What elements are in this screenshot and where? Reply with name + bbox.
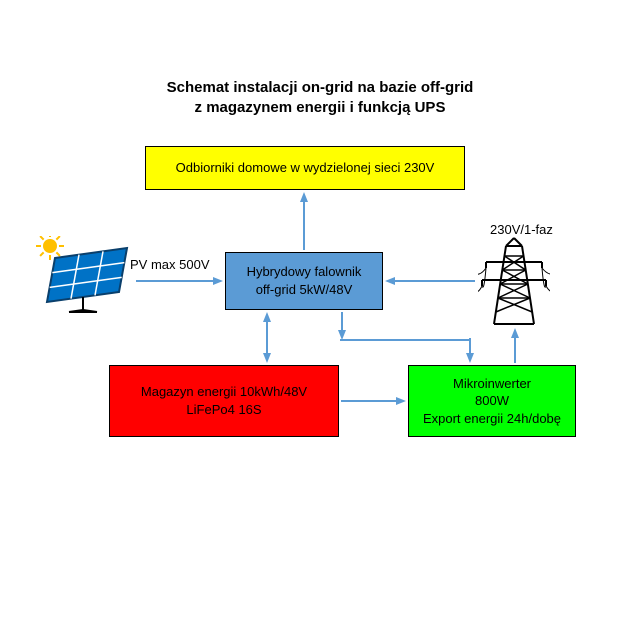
node-receivers: Odbiorniki domowe w wydzielonej sieci 23… (145, 146, 465, 190)
diagram-canvas: Schemat instalacji on-grid na bazie off-… (0, 0, 640, 640)
solar-panel-icon (35, 236, 135, 314)
node-hybrid-inverter: Hybrydowy falownik off-grid 5kW/48V (225, 252, 383, 310)
label-pv-max: PV max 500V (130, 257, 210, 273)
diagram-title: Schemat instalacji on-grid na bazie off-… (0, 78, 640, 119)
power-pylon-icon (478, 236, 550, 326)
node-energy-storage: Magazyn energii 10kWh/48V LiFePo4 16S (109, 365, 339, 437)
node-microinverter: Mikroinwerter 800W Export energii 24h/do… (408, 365, 576, 437)
